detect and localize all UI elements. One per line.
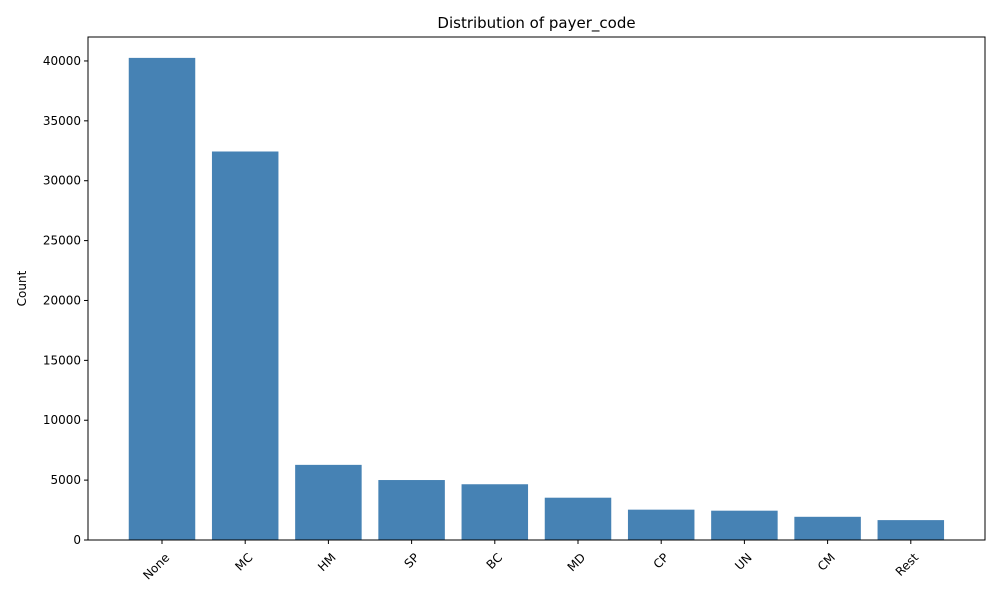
bar-hm — [295, 464, 362, 540]
bar-bc — [461, 484, 529, 540]
x-tick-label: Rest — [893, 550, 922, 579]
y-tick-label: 35000 — [43, 114, 81, 128]
bar-mc — [211, 151, 279, 540]
bar-rest — [877, 520, 945, 540]
y-axis: 0 5000 10000 15000 20000 25000 30000 35000 40000 — [43, 54, 88, 547]
bar-cp — [627, 509, 695, 540]
bar-un — [711, 510, 778, 540]
y-axis-label: Count — [15, 270, 29, 306]
bar-sp — [378, 480, 445, 540]
x-tick-label: BC — [484, 550, 506, 572]
x-tick-label: CM — [815, 550, 838, 573]
y-tick-label: 15000 — [43, 353, 81, 367]
x-tick-label: UN — [732, 550, 754, 572]
bar-cm — [794, 516, 861, 540]
y-tick-label: 0 — [73, 533, 81, 547]
x-axis: None MC HM SP BC MD CP UN CM Rest — [140, 540, 921, 582]
x-tick-label: MD — [565, 550, 589, 574]
y-tick-label: 20000 — [43, 293, 81, 307]
x-tick-label: SP — [402, 550, 422, 570]
y-tick-label: 10000 — [43, 413, 81, 427]
x-tick-label: None — [140, 550, 172, 582]
chart-title: Distribution of payer_code — [437, 14, 635, 33]
y-tick-label: 25000 — [43, 234, 81, 248]
bar-md — [544, 497, 612, 540]
y-tick-label: 5000 — [50, 473, 81, 487]
plot-frame — [87, 36, 986, 541]
y-tick-label: 40000 — [43, 54, 81, 68]
x-tick-label: HM — [315, 550, 339, 574]
bar-none — [128, 57, 196, 540]
bars-layer — [128, 57, 945, 540]
y-tick-label: 30000 — [43, 174, 81, 188]
x-tick-label: MC — [232, 550, 255, 573]
x-tick-label: CP — [651, 550, 672, 571]
